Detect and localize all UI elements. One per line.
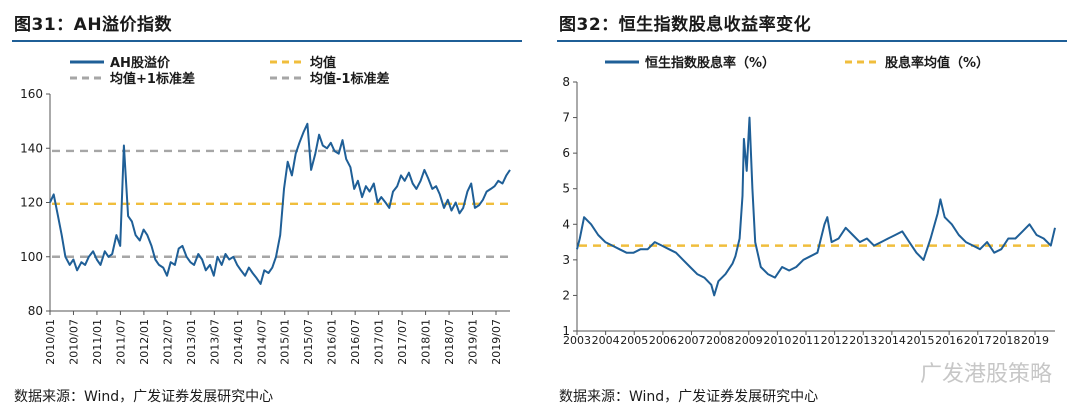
x-tick-label: 2011 [792, 334, 820, 347]
legend-label: 均值-1标准差 [310, 71, 389, 87]
chart-title: 图32：恒生指数股息收益率变化 [559, 15, 812, 35]
legend-item: 恒生指数股息率（%） [605, 55, 775, 71]
x-tick-label: 2016 [935, 334, 963, 347]
legend-label: 均值 [310, 55, 336, 71]
x-tick-label: 2019/07 [490, 319, 503, 365]
y-tick-label: 160 [20, 87, 43, 101]
legend-item: 均值-1标准差 [270, 71, 389, 87]
x-tick-label: 2018/01 [420, 319, 433, 365]
series-line [49, 122, 511, 285]
series-line [576, 116, 1056, 297]
legend-label: 股息率均值（%） [885, 55, 989, 71]
x-tick-label: 2006 [649, 334, 677, 347]
x-tick-label: 2019/01 [467, 319, 480, 365]
x-tick-label: 2018/07 [443, 319, 456, 365]
x-tick-label: 2015/07 [302, 319, 315, 365]
source-note: 数据来源：Wind，广发证券发展研究中心 [559, 389, 819, 405]
y-tick-label: 140 [20, 141, 43, 155]
x-tick-label: 2018 [992, 334, 1020, 347]
title-rule [12, 40, 522, 42]
x-tick-label: 2013/01 [185, 319, 198, 365]
legend-item: AH股溢价 [70, 55, 171, 71]
x-tick-label: 2012 [821, 334, 849, 347]
y-tick-label: 3 [562, 253, 570, 267]
y-tick-label: 1 [562, 324, 570, 338]
legend-label: 均值+1标准差 [110, 71, 195, 87]
x-tick-label: 2010/01 [44, 319, 57, 365]
y-tick-label: 7 [562, 111, 570, 125]
x-tick-label: 2009 [735, 334, 763, 347]
y-tick-label: 8 [562, 75, 570, 89]
x-tick-label: 2014/07 [255, 319, 268, 365]
chart-panel-ah-premium: 图31：AH溢价指数 80 100 120 140 160 2010/01 2010/07 2… [0, 0, 530, 416]
x-tick-label: 2010 [763, 334, 791, 347]
x-tick-label: 2016/07 [349, 319, 362, 365]
x-tick-label: 2004 [592, 334, 620, 347]
legend-item: 均值 [270, 55, 336, 71]
x-tick-label: 2007 [678, 334, 706, 347]
x-tick-label: 2012/07 [161, 319, 174, 365]
x-tick-label: 2013/07 [208, 319, 221, 365]
x-tick-label: 2015/01 [279, 319, 292, 365]
y-tick-label: 100 [20, 250, 43, 264]
x-tick-label: 2015 [907, 334, 935, 347]
x-tick-label: 2012/01 [138, 319, 151, 365]
chart-title: 图31：AH溢价指数 [14, 15, 173, 35]
x-tick-label: 2011/01 [91, 319, 104, 365]
x-tick-label: 2010/07 [67, 319, 80, 365]
dividend-yield-chart: 1 2 3 4 5 6 7 8 2003 2004 2005 2006 2007 2008 2009 2010… [562, 55, 1056, 347]
legend-item: 均值+1标准差 [70, 71, 195, 87]
x-tick-label: 2013 [849, 334, 877, 347]
chart-panel-dividend-yield: 图32：恒生指数股息收益率变化 1 2 3 4 5 6 7 8 2003 2004 2005 2006… [545, 0, 1080, 416]
x-tick-label: 2005 [620, 334, 648, 347]
y-tick-label: 120 [20, 196, 43, 210]
watermark: 广发港股策略 [919, 362, 1052, 387]
x-tick-label: 2019 [1021, 334, 1049, 347]
x-tick-label: 2014 [878, 334, 906, 347]
y-tick-label: 4 [562, 217, 570, 231]
legend-label: 恒生指数股息率（%） [645, 55, 775, 71]
x-tick-label: 2003 [563, 334, 591, 347]
legend-item: 股息率均值（%） [845, 55, 989, 71]
y-tick-label: 6 [562, 146, 570, 160]
title-rule [557, 40, 1067, 42]
x-tick-label: 2011/07 [114, 319, 127, 365]
x-tick-label: 2016/01 [326, 319, 339, 365]
source-note: 数据来源：Wind，广发证券发展研究中心 [14, 389, 274, 405]
y-tick-label: 2 [562, 288, 570, 302]
legend-label: AH股溢价 [110, 55, 171, 71]
y-tick-label: 80 [28, 304, 43, 318]
x-tick-label: 2017 [964, 334, 992, 347]
x-tick-label: 2017/01 [373, 319, 386, 365]
y-tick-label: 5 [562, 182, 570, 196]
x-tick-label: 2008 [706, 334, 734, 347]
x-tick-label: 2017/07 [396, 319, 409, 365]
ah-premium-chart: 80 100 120 140 160 2010/01 2010/07 2011/01 2011/… [20, 55, 511, 365]
x-tick-label: 2014/01 [232, 319, 245, 365]
